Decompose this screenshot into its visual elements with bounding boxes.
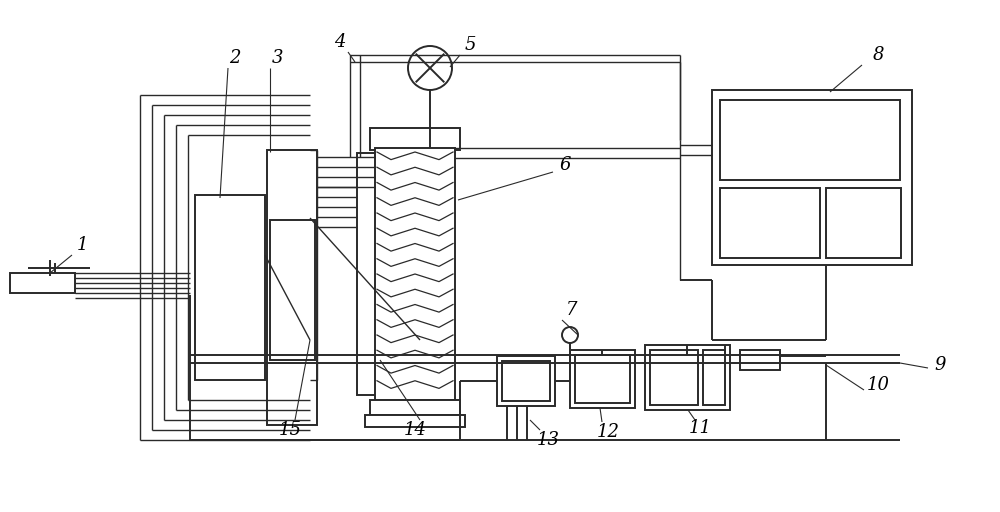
Text: 3: 3 [272,49,284,67]
Text: 13: 13 [536,431,560,449]
Text: 9: 9 [934,356,946,374]
Bar [703,350,725,405]
Bar [365,415,465,427]
Bar [267,150,317,425]
Bar [370,128,460,150]
Bar [575,355,630,403]
Text: 5: 5 [464,36,476,54]
Bar [650,350,698,405]
Bar [570,350,635,408]
Bar [740,350,780,370]
Text: 14: 14 [404,421,426,439]
Text: 11: 11 [688,419,712,437]
Bar [370,400,460,415]
Text: 15: 15 [278,421,302,439]
Bar [645,345,730,410]
Bar [357,153,377,395]
Bar [502,361,550,401]
Text: 1: 1 [76,236,88,254]
Text: 4: 4 [334,33,346,51]
Bar [270,220,315,360]
Text: 12: 12 [596,423,620,441]
Text: 6: 6 [559,156,571,174]
Text: 10: 10 [866,376,890,394]
Bar [375,148,455,400]
Bar [712,90,912,265]
Text: 2: 2 [229,49,241,67]
Bar [720,100,900,180]
Text: 7: 7 [566,301,578,319]
Bar [10,273,75,293]
Text: 8: 8 [872,46,884,64]
Bar [720,188,820,258]
Bar [195,195,265,380]
Bar [497,356,555,406]
Bar [826,188,901,258]
